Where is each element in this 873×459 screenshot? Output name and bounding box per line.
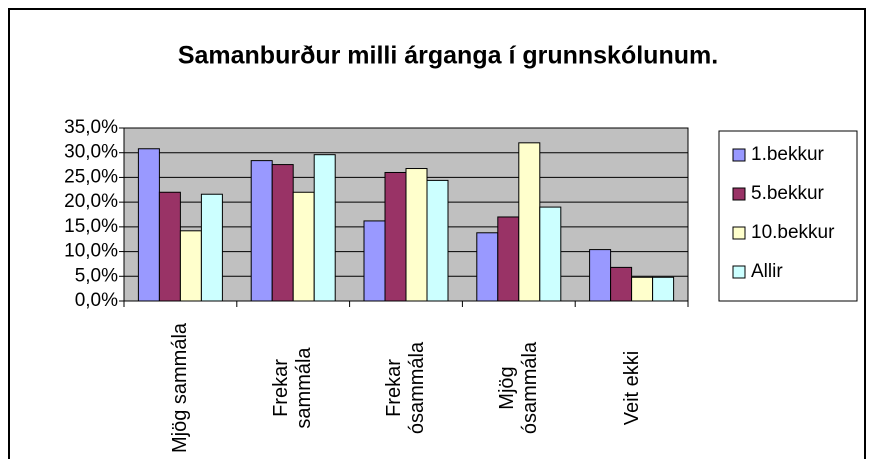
bar [497, 216, 520, 302]
legend-label: 5.bekkur [751, 183, 825, 204]
legend-swatch [732, 187, 746, 201]
bar [539, 206, 562, 302]
legend-label: Allir [751, 261, 783, 282]
legend-swatch [732, 226, 746, 240]
x-tick-label: Mjög sammála [168, 322, 191, 454]
bar [384, 171, 407, 302]
bar [250, 160, 273, 302]
legend-swatch [732, 148, 746, 162]
y-tick-label: 10,0% [64, 241, 118, 262]
y-tick-label: 35,0% [64, 117, 118, 138]
bar [405, 168, 428, 302]
chart-title: Samanburður milli árganga í grunnskólunu… [178, 42, 718, 70]
bar [476, 232, 499, 302]
legend-swatch [732, 265, 746, 279]
bar [426, 179, 449, 302]
y-tick-label: 25,0% [64, 166, 118, 187]
bar [518, 142, 541, 302]
bar [137, 148, 160, 302]
bar [610, 266, 633, 302]
bar [158, 191, 181, 302]
x-tick-label: Frekar sammála [270, 347, 316, 429]
bar [200, 193, 223, 302]
bar [363, 220, 386, 302]
bar [313, 154, 336, 302]
y-tick-label: 0,0% [75, 290, 118, 311]
y-tick-label: 5,0% [75, 265, 118, 286]
x-tick-label: Mjög ósammála [495, 341, 541, 435]
y-tick-label: 20,0% [64, 191, 118, 212]
bar [179, 230, 202, 302]
bar [589, 249, 612, 302]
x-tick-label: Frekar ósammála [383, 341, 428, 435]
y-tick-label: 15,0% [64, 216, 118, 237]
bar [271, 164, 294, 302]
legend-label: 1.bekkur [751, 144, 825, 165]
y-tick-label: 30,0% [64, 142, 118, 163]
x-tick-label: Veit ekki [620, 350, 643, 426]
legend-label: 10.bekkur [751, 222, 835, 243]
bar [292, 191, 315, 302]
bar [652, 276, 675, 302]
bar [631, 276, 654, 302]
